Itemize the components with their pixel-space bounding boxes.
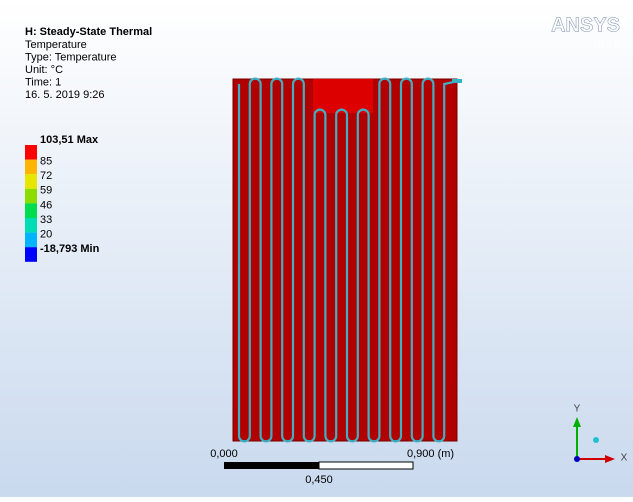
y-label: Y bbox=[574, 404, 581, 415]
legend-label: 20 bbox=[40, 229, 52, 241]
legend-swatch bbox=[25, 189, 37, 204]
header-line: 16. 5. 2019 9:26 bbox=[25, 89, 105, 101]
origin bbox=[574, 456, 580, 462]
legend-label: 59 bbox=[40, 185, 52, 197]
legend-label: 33 bbox=[40, 214, 52, 226]
legend-label: 85 bbox=[40, 156, 52, 168]
legend-swatch bbox=[25, 203, 37, 218]
legend-swatch bbox=[25, 247, 37, 262]
logo-version: R14.5 bbox=[593, 41, 620, 52]
header-line: Time: 1 bbox=[25, 76, 61, 88]
z-ball bbox=[593, 437, 599, 443]
scale-black bbox=[224, 462, 319, 469]
hot-region bbox=[313, 79, 373, 113]
legend-swatch bbox=[25, 160, 37, 175]
header-title: H: Steady-State Thermal bbox=[25, 26, 152, 38]
legend-label: -18,793 Min bbox=[40, 243, 100, 255]
viewport: H: Steady-State Thermal TemperatureType:… bbox=[0, 0, 633, 497]
legend-swatch bbox=[25, 218, 37, 233]
scale-mid: 0,450 bbox=[305, 474, 333, 486]
logo: ANSYS bbox=[551, 14, 620, 36]
legend-label: 72 bbox=[40, 170, 52, 182]
legend-label: 103,51 Max bbox=[40, 134, 99, 146]
legend-swatch bbox=[25, 145, 37, 160]
legend-label: 46 bbox=[40, 199, 52, 211]
scale-start: 0,000 bbox=[210, 448, 238, 460]
header-line: Unit: °C bbox=[25, 64, 63, 76]
legend-swatch bbox=[25, 174, 37, 189]
header-line: Temperature bbox=[25, 39, 87, 51]
header-line: Type: Temperature bbox=[25, 51, 117, 63]
legend-swatch bbox=[25, 233, 37, 248]
scale-end: 0,900 (m) bbox=[407, 448, 454, 460]
x-label: X bbox=[621, 453, 628, 464]
scale-white bbox=[319, 462, 413, 469]
